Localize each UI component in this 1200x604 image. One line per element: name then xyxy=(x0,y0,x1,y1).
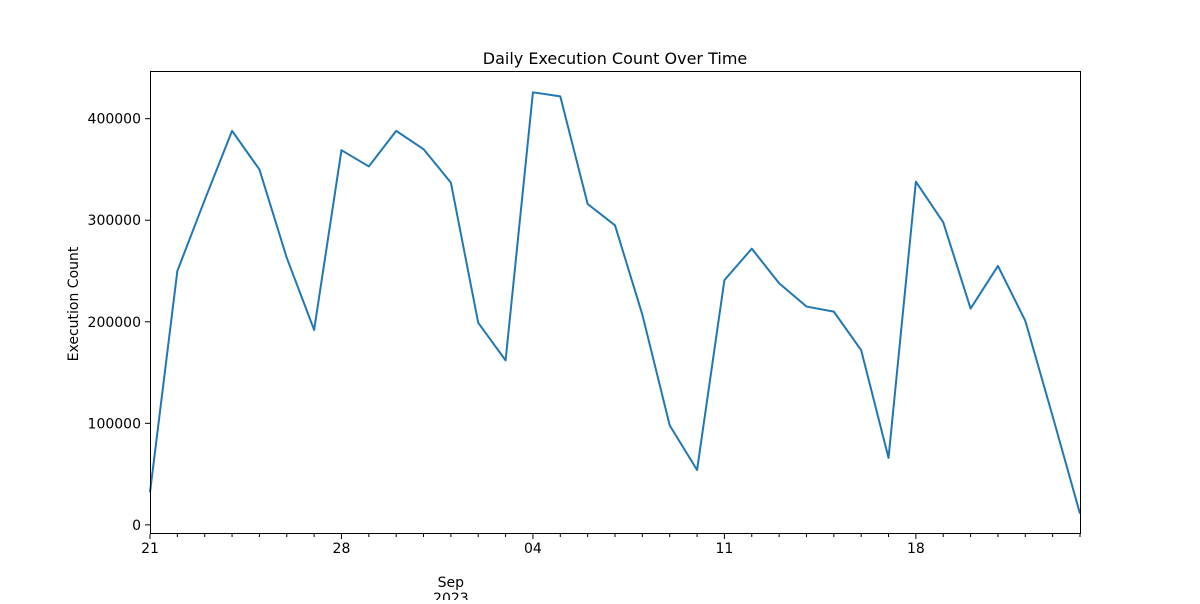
series-layer xyxy=(149,91,1081,514)
data-point xyxy=(888,457,890,459)
data-point xyxy=(423,148,425,150)
data-point xyxy=(942,221,944,223)
data-point xyxy=(450,182,452,184)
plot-area-frame xyxy=(150,71,1081,534)
y-tick-label: 200000 xyxy=(88,315,141,331)
data-point xyxy=(669,424,671,426)
data-point xyxy=(505,359,507,361)
data-point xyxy=(915,181,917,183)
x-secondary-label: 2023 xyxy=(433,591,469,600)
data-point xyxy=(176,270,178,272)
data-point xyxy=(258,168,260,170)
data-point xyxy=(286,257,288,259)
data-point xyxy=(970,308,972,310)
data-point xyxy=(204,199,206,201)
y-tick-label: 0 xyxy=(132,518,141,534)
data-point xyxy=(477,322,479,324)
y-axis-label: Execution Count xyxy=(66,246,82,361)
data-point xyxy=(696,469,698,471)
data-point xyxy=(340,149,342,151)
data-point xyxy=(1024,320,1026,322)
data-point xyxy=(587,203,589,205)
x-tick-label: 18 xyxy=(907,541,925,557)
x-tick-label: 04 xyxy=(524,541,542,557)
x-tick-label: 11 xyxy=(715,541,733,557)
series-line xyxy=(149,91,1081,514)
data-point xyxy=(231,130,233,132)
x-tick-label: 21 xyxy=(141,541,159,557)
data-point xyxy=(368,165,370,167)
data-point xyxy=(860,349,862,351)
x-tick-label: 28 xyxy=(333,541,351,557)
data-point xyxy=(751,248,753,250)
data-point xyxy=(532,91,534,93)
data-point xyxy=(805,306,807,308)
data-point xyxy=(614,224,616,226)
data-point xyxy=(778,282,780,284)
data-point xyxy=(1052,415,1054,417)
chart-title: Daily Execution Count Over Time xyxy=(483,49,748,68)
data-point xyxy=(395,130,397,132)
y-tick-label: 100000 xyxy=(88,416,141,432)
data-point xyxy=(833,311,835,313)
y-axis: 0 100000 200000 300000 400000 xyxy=(88,112,150,534)
data-point xyxy=(641,314,643,316)
y-tick-label: 300000 xyxy=(88,213,141,229)
data-point xyxy=(997,265,999,267)
y-tick-label: 400000 xyxy=(88,112,141,128)
x-secondary-label: Sep xyxy=(438,575,465,591)
data-point xyxy=(313,329,315,331)
data-point xyxy=(723,279,725,281)
data-point xyxy=(559,95,561,97)
